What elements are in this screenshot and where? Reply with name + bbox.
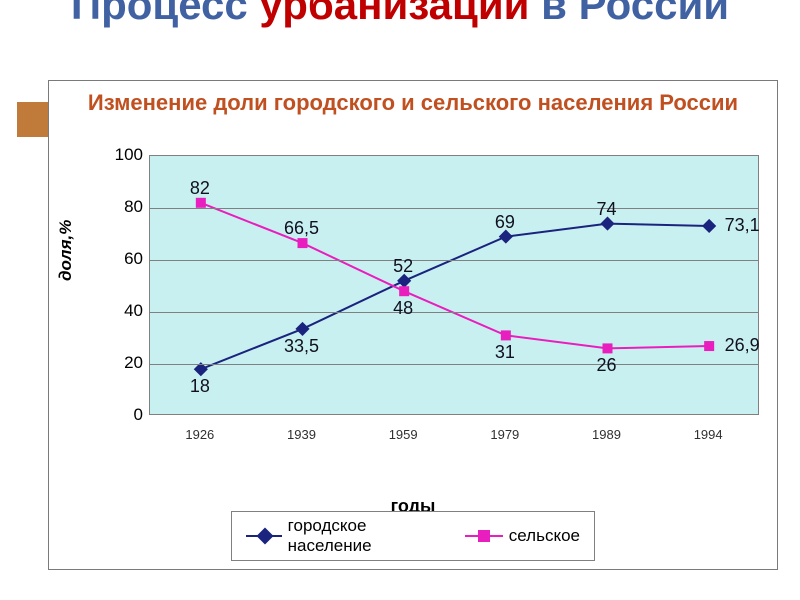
y-tick-label: 40 [105, 301, 143, 321]
x-tick-label: 1926 [185, 427, 214, 442]
plot-wrap: 0204060801001926193919591979198919941833… [105, 155, 759, 451]
chart-container: Изменение доли городского и сельского на… [48, 80, 778, 570]
title-word-3: в России [541, 0, 729, 28]
y-tick-label: 20 [105, 353, 143, 373]
x-tick-label: 1979 [490, 427, 519, 442]
data-label: 73,1 [725, 215, 760, 236]
data-label: 52 [393, 256, 413, 277]
gridline [150, 364, 758, 365]
legend-label: городское население [288, 516, 445, 556]
x-tick-label: 1994 [694, 427, 723, 442]
gridline [150, 208, 758, 209]
series-marker [196, 198, 206, 208]
data-label: 26,9 [725, 335, 760, 356]
legend: городское население сельское [231, 511, 595, 561]
series-marker [298, 238, 308, 248]
data-label: 74 [596, 199, 616, 220]
y-tick-label: 80 [105, 197, 143, 217]
data-label: 18 [190, 376, 210, 397]
gridline [150, 312, 758, 313]
y-tick-label: 100 [105, 145, 143, 165]
data-label: 69 [495, 212, 515, 233]
legend-item: сельское [465, 526, 580, 546]
data-label: 82 [190, 178, 210, 199]
data-label: 33,5 [284, 336, 319, 357]
legend-swatch [465, 529, 503, 543]
gridline [150, 260, 758, 261]
y-tick-label: 60 [105, 249, 143, 269]
legend-item: городское население [246, 516, 445, 556]
plot-area [149, 155, 759, 415]
title-word-2: урбанизации [259, 0, 529, 28]
series-marker [603, 343, 613, 353]
chart-title: Изменение доли городского и сельского на… [49, 81, 777, 124]
accent-square [17, 102, 52, 137]
series-marker [295, 322, 309, 336]
data-label: 26 [596, 355, 616, 376]
legend-swatch [246, 529, 282, 543]
x-tick-label: 1959 [389, 427, 418, 442]
data-label: 48 [393, 298, 413, 319]
title-word-1: Процесс [71, 0, 248, 28]
x-tick-label: 1939 [287, 427, 316, 442]
data-label: 66,5 [284, 218, 319, 239]
y-axis-label: доля,% [56, 220, 76, 281]
slide-title: Процесс урбанизации в России [0, 0, 800, 28]
series-marker [704, 341, 714, 351]
legend-label: сельское [509, 526, 580, 546]
y-tick-label: 0 [105, 405, 143, 425]
x-tick-label: 1989 [592, 427, 621, 442]
series-marker [501, 330, 511, 340]
series-marker [702, 219, 716, 233]
series-marker [399, 286, 409, 296]
data-label: 31 [495, 342, 515, 363]
